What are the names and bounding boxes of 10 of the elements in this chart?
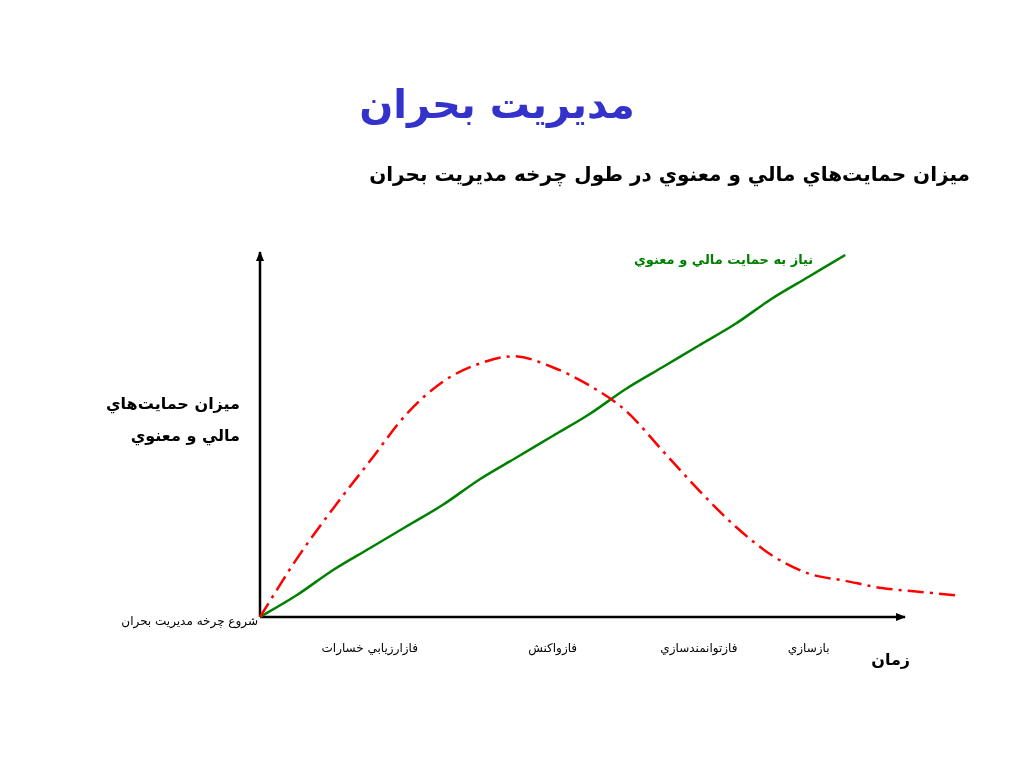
x-tick-label: بازسازي [787, 641, 830, 655]
x-tick-label: فازتوانمندسازي [660, 641, 738, 655]
subtitle: ميزان حمايت‌هاي مالي و معنوي در طول چرخه مديريت بحران [369, 162, 970, 186]
annotation: شروع چرخه مديريت بحران [121, 614, 258, 628]
series-label: نیاز به حمایت مالي و معنوي [633, 252, 814, 267]
x-tick-label: فازارزيابي خسارات [321, 641, 418, 655]
y-axis-title: ميزان حمايت‌هاي مالي و معنوي [104, 393, 240, 448]
x-axis-title: زمان [871, 650, 910, 669]
x-tick-label: فازواكنش [528, 641, 578, 655]
title: مديريت بحران [359, 81, 635, 127]
